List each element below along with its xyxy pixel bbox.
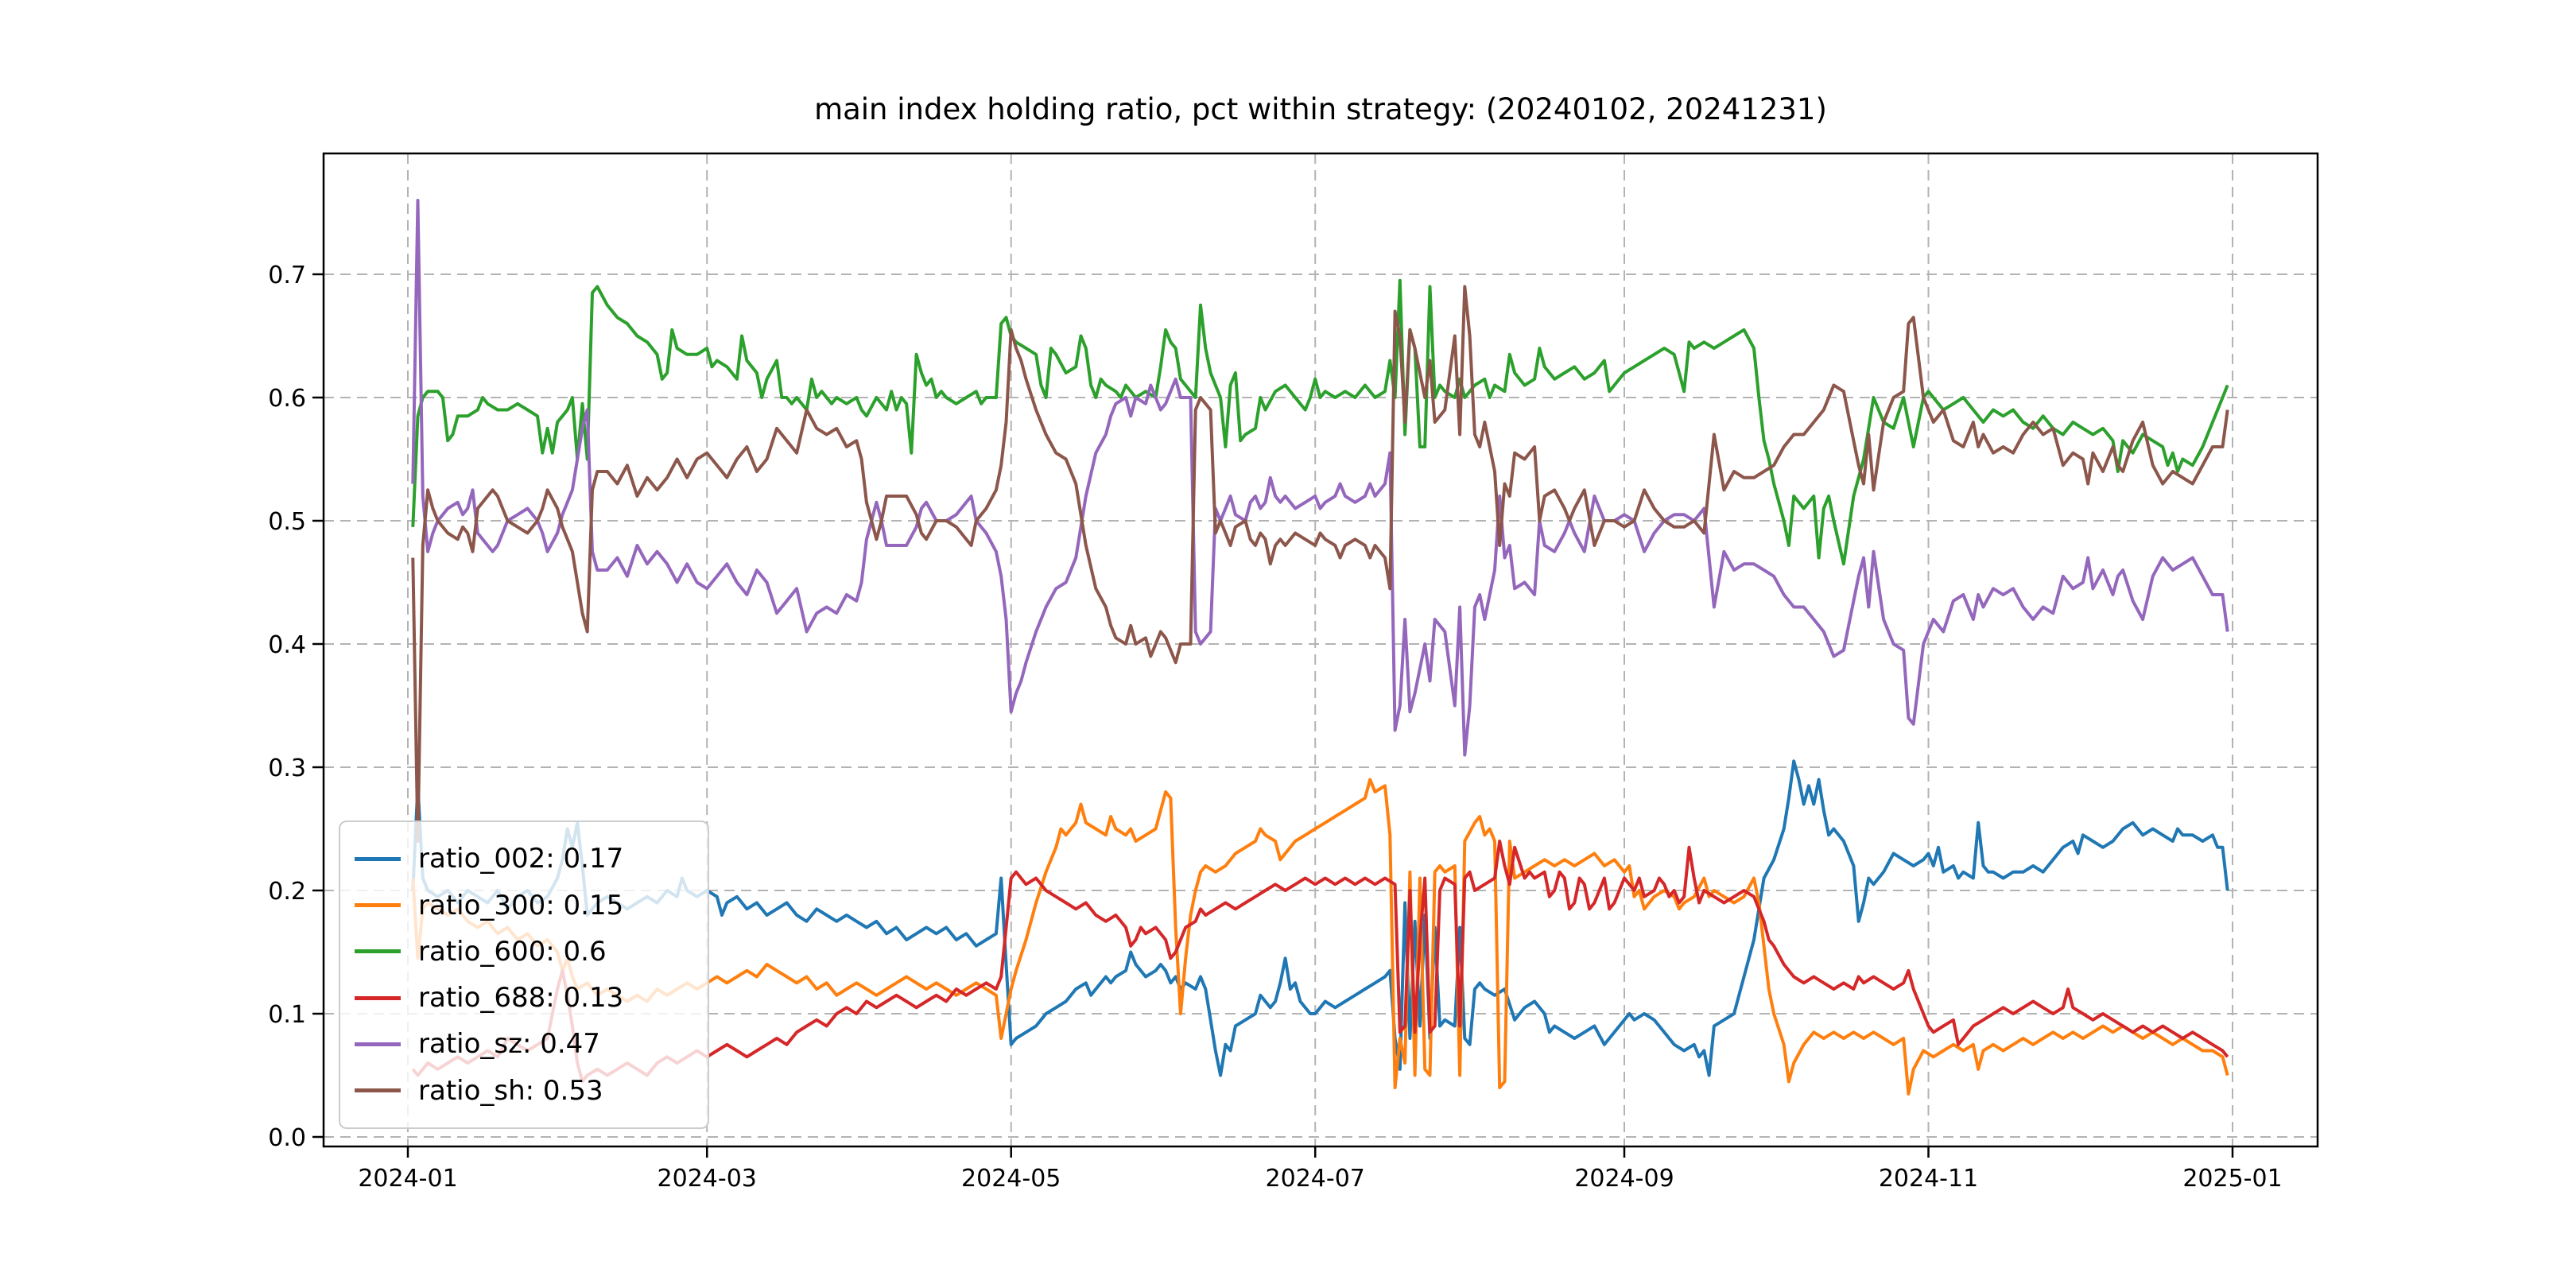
x-tick-label: 2024-07 (1266, 1165, 1365, 1193)
y-tick-label: 0.6 (268, 385, 306, 413)
legend-label: ratio_sh: 0.53 (418, 1074, 603, 1107)
x-tick-label: 2024-11 (1879, 1165, 1978, 1193)
plot-border (322, 152, 2319, 1148)
y-tick-label: 0.3 (268, 755, 306, 782)
series-line-ratio_002 (411, 759, 2229, 1077)
legend-label: ratio_sz: 0.47 (418, 1028, 600, 1061)
x-tick-label: 2024-05 (961, 1165, 1061, 1193)
legend-line-swatch (355, 856, 401, 861)
legend-label: ratio_688: 0.13 (418, 982, 624, 1014)
series-line-ratio_sz (411, 199, 2229, 757)
legend-item-ratio_688: ratio_688: 0.13 (355, 982, 700, 1014)
legend-item-ratio_600: ratio_600: 0.6 (355, 936, 700, 968)
legend-item-ratio_sh: ratio_sh: 0.53 (355, 1075, 700, 1107)
x-tick-label: 2024-09 (1574, 1165, 1674, 1193)
legend-line-swatch (355, 1088, 401, 1093)
y-tick-label: 0.1 (268, 1001, 306, 1029)
y-tick-label: 0.7 (268, 262, 306, 289)
legend-label: ratio_300: 0.15 (418, 889, 624, 921)
x-tick-label: 2024-01 (358, 1165, 457, 1193)
legend-line-swatch (355, 995, 401, 1000)
x-tick-label: 2024-03 (658, 1165, 757, 1193)
legend-line-swatch (355, 1042, 401, 1046)
legend-line-swatch (355, 903, 401, 908)
legend-item-ratio_300: ratio_300: 0.15 (355, 890, 700, 921)
legend-label: ratio_002: 0.17 (418, 843, 624, 875)
series-line-ratio_600 (411, 278, 2229, 566)
series-line-ratio_sh (411, 285, 2229, 843)
x-tick-label: 2025-01 (2182, 1165, 2282, 1193)
legend-label: ratio_600: 0.6 (418, 935, 607, 968)
y-tick-label: 0.2 (268, 878, 306, 906)
legend-item-ratio_sz: ratio_sz: 0.47 (355, 1028, 700, 1060)
y-tick-label: 0.0 (268, 1124, 306, 1152)
legend-line-swatch (355, 949, 401, 954)
series-line-ratio_300 (411, 778, 2229, 1096)
legend: ratio_002: 0.17 ratio_300: 0.15 ratio_600:… (339, 821, 709, 1129)
legend-item-ratio_002: ratio_002: 0.17 (355, 843, 700, 875)
series-line-ratio_688 (411, 840, 2229, 1084)
chart-title: main index holding ratio, pct within str… (814, 92, 1827, 126)
y-tick-label: 0.5 (268, 508, 306, 536)
y-tick-label: 0.4 (268, 631, 306, 659)
